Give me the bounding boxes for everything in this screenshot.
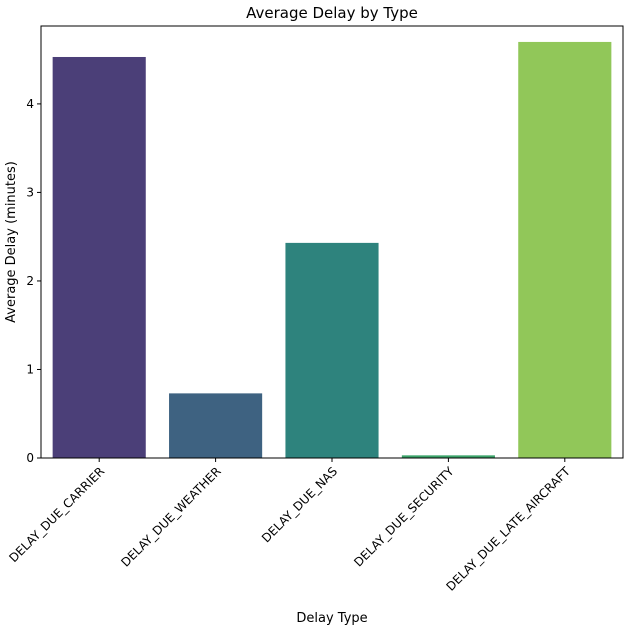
plot-frame — [40, 25, 624, 459]
x-axis-label: Delay Type — [296, 611, 367, 626]
bar-delay-due-carrier — [52, 56, 146, 458]
x-tick-label: DELAY_DUE_CARRIER — [6, 464, 107, 565]
chart-title: Average Delay by Type — [246, 4, 418, 22]
bar-delay-due-late-aircraft — [518, 41, 612, 459]
y-axis-ticks: 0 1 2 3 4 — [26, 97, 41, 465]
x-tick-label: DELAY_DUE_NAS — [259, 464, 340, 545]
x-axis-ticks: DELAY_DUE_CARRIER DELAY_DUE_WEATHER DELAY_… — [6, 458, 573, 594]
bar-delay-due-weather — [169, 393, 263, 458]
y-tick-label: 1 — [26, 362, 34, 376]
bar-delay-due-nas — [285, 242, 379, 458]
y-axis-label: Average Delay (minutes) — [4, 161, 19, 323]
x-tick-label: DELAY_DUE_SECURITY — [351, 464, 457, 570]
x-tick-label: DELAY_DUE_LATE_AIRCRAFT — [443, 464, 573, 594]
y-tick-label: 4 — [26, 97, 34, 111]
y-tick-label: 0 — [26, 451, 34, 465]
x-tick-label: DELAY_DUE_WEATHER — [118, 464, 223, 569]
bars-group — [52, 41, 612, 459]
y-tick-label: 3 — [26, 185, 34, 199]
y-tick-label: 2 — [26, 274, 34, 288]
bar-delay-due-security — [401, 455, 495, 458]
